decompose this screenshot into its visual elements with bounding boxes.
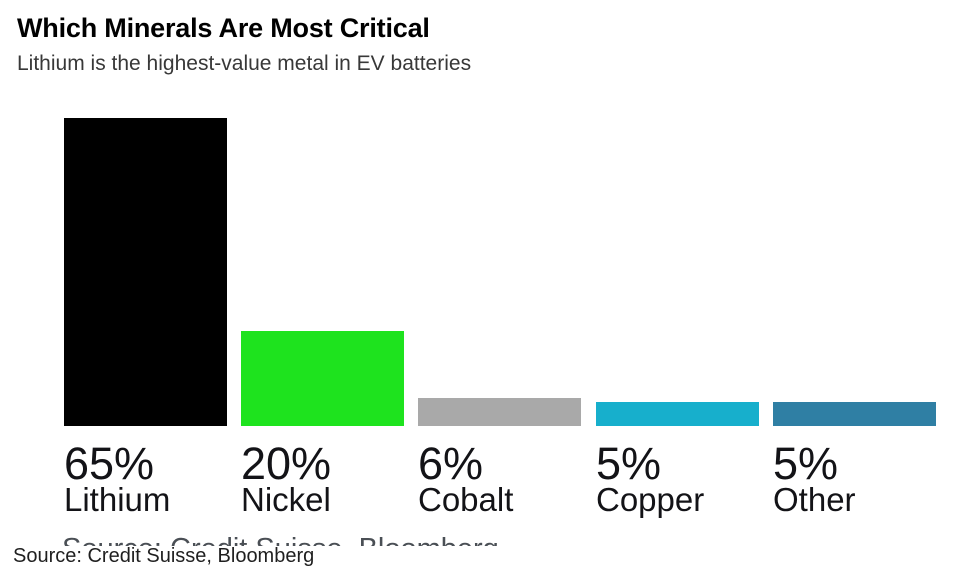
bar-value-label-cobalt: 6%: [418, 438, 484, 489]
cropped-source-text: Source: Credit Suisse, Bloomberg: [62, 533, 499, 546]
bar-value-label-lithium: 65%: [64, 438, 155, 489]
cropped-source-line: Source: Credit Suisse, Bloomberg: [62, 532, 542, 546]
bar-lithium: [64, 118, 227, 426]
source-caption: Source: Credit Suisse, Bloomberg: [13, 545, 315, 567]
bar-category-label-other: Other: [773, 481, 856, 518]
bar-category-label-nickel: Nickel: [241, 481, 331, 518]
bar-value-label-other: 5%: [773, 438, 839, 489]
bar-category-label-copper: Copper: [596, 481, 705, 518]
bar-category-label-lithium: Lithium: [64, 481, 171, 518]
bar-value-label-copper: 5%: [596, 438, 662, 489]
chart-title: Which Minerals Are Most Critical: [17, 13, 430, 43]
bar-cobalt: [418, 398, 581, 426]
bar-value-label-nickel: 20%: [241, 438, 332, 489]
bar-category-label-cobalt: Cobalt: [418, 481, 514, 518]
bar-copper: [596, 402, 759, 426]
bar-other: [773, 402, 936, 426]
bar-nickel: [241, 331, 404, 426]
chart-subtitle: Lithium is the highest-value metal in EV…: [17, 52, 472, 75]
